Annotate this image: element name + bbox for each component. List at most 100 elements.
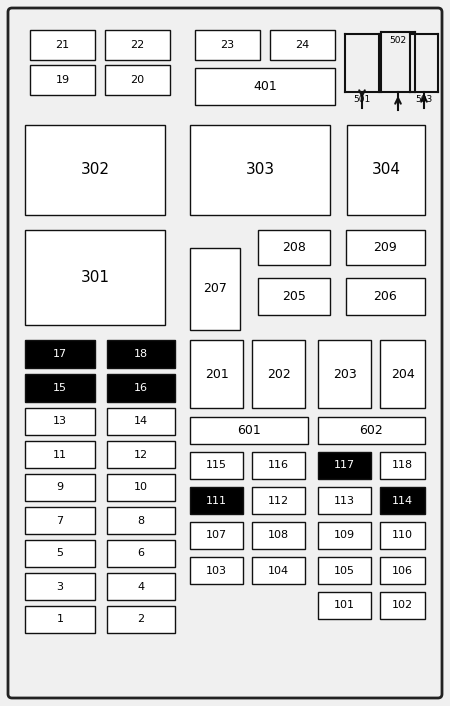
- Bar: [190, 557, 243, 584]
- Bar: [190, 417, 308, 444]
- Bar: [30, 65, 95, 95]
- Text: 19: 19: [55, 75, 70, 85]
- Text: 109: 109: [334, 530, 355, 541]
- Text: 15: 15: [53, 383, 67, 393]
- Text: 104: 104: [268, 566, 289, 575]
- Bar: [107, 441, 175, 468]
- Bar: [380, 592, 425, 619]
- Bar: [25, 340, 95, 368]
- FancyBboxPatch shape: [8, 8, 442, 698]
- Text: 115: 115: [206, 460, 227, 470]
- Text: 116: 116: [268, 460, 289, 470]
- Bar: [107, 573, 175, 600]
- Bar: [107, 474, 175, 501]
- Text: 8: 8: [137, 515, 144, 525]
- Text: 205: 205: [282, 290, 306, 303]
- Bar: [318, 592, 371, 619]
- Text: 113: 113: [334, 496, 355, 505]
- Text: 1: 1: [57, 614, 63, 625]
- Bar: [25, 573, 95, 600]
- Bar: [346, 278, 425, 315]
- Text: 101: 101: [334, 601, 355, 611]
- Text: 12: 12: [134, 450, 148, 460]
- Bar: [107, 606, 175, 633]
- Bar: [190, 487, 243, 514]
- Text: 21: 21: [55, 40, 70, 50]
- Bar: [318, 522, 371, 549]
- Text: 23: 23: [220, 40, 234, 50]
- Bar: [252, 452, 305, 479]
- Text: 203: 203: [333, 368, 356, 381]
- Bar: [107, 540, 175, 567]
- Bar: [252, 557, 305, 584]
- Bar: [25, 125, 165, 215]
- Text: 118: 118: [392, 460, 413, 470]
- Text: 6: 6: [138, 549, 144, 558]
- Text: 108: 108: [268, 530, 289, 541]
- Text: 114: 114: [392, 496, 413, 505]
- Text: 2: 2: [137, 614, 144, 625]
- Bar: [318, 417, 425, 444]
- Bar: [258, 278, 330, 315]
- Bar: [105, 30, 170, 60]
- Text: 5: 5: [57, 549, 63, 558]
- Bar: [380, 487, 425, 514]
- Text: 301: 301: [81, 270, 109, 285]
- Text: 202: 202: [266, 368, 290, 381]
- Text: 106: 106: [392, 566, 413, 575]
- Text: 24: 24: [295, 40, 310, 50]
- Text: 9: 9: [56, 482, 63, 493]
- Text: 10: 10: [134, 482, 148, 493]
- Text: 17: 17: [53, 349, 67, 359]
- Text: 18: 18: [134, 349, 148, 359]
- Text: 22: 22: [130, 40, 144, 50]
- Text: 112: 112: [268, 496, 289, 505]
- Text: 209: 209: [374, 241, 397, 254]
- Bar: [25, 474, 95, 501]
- Text: 4: 4: [137, 582, 144, 592]
- Bar: [380, 557, 425, 584]
- Text: 601: 601: [237, 424, 261, 437]
- Text: 502: 502: [389, 36, 406, 45]
- Text: 14: 14: [134, 417, 148, 426]
- Bar: [190, 452, 243, 479]
- Text: 401: 401: [253, 80, 277, 93]
- Bar: [380, 452, 425, 479]
- Bar: [270, 30, 335, 60]
- Bar: [195, 30, 260, 60]
- Bar: [105, 65, 170, 95]
- Bar: [380, 522, 425, 549]
- Text: 117: 117: [334, 460, 355, 470]
- Text: 16: 16: [134, 383, 148, 393]
- Text: 110: 110: [392, 530, 413, 541]
- Bar: [25, 374, 95, 402]
- Bar: [252, 522, 305, 549]
- Bar: [318, 452, 371, 479]
- Text: 105: 105: [334, 566, 355, 575]
- Bar: [190, 522, 243, 549]
- Text: 7: 7: [56, 515, 63, 525]
- Text: 503: 503: [415, 95, 432, 104]
- Text: 111: 111: [206, 496, 227, 505]
- Text: 201: 201: [205, 368, 228, 381]
- Text: 102: 102: [392, 601, 413, 611]
- Bar: [190, 248, 240, 330]
- Text: 107: 107: [206, 530, 227, 541]
- Bar: [195, 68, 335, 105]
- Bar: [25, 230, 165, 325]
- Bar: [252, 340, 305, 408]
- Bar: [107, 340, 175, 368]
- Bar: [30, 30, 95, 60]
- Bar: [25, 540, 95, 567]
- Bar: [380, 340, 425, 408]
- Text: 207: 207: [203, 282, 227, 296]
- Bar: [25, 408, 95, 435]
- Text: 103: 103: [206, 566, 227, 575]
- Bar: [190, 340, 243, 408]
- Bar: [25, 441, 95, 468]
- Text: 602: 602: [360, 424, 383, 437]
- Text: 206: 206: [374, 290, 397, 303]
- Text: 304: 304: [372, 162, 400, 177]
- Bar: [346, 230, 425, 265]
- Text: 302: 302: [81, 162, 109, 177]
